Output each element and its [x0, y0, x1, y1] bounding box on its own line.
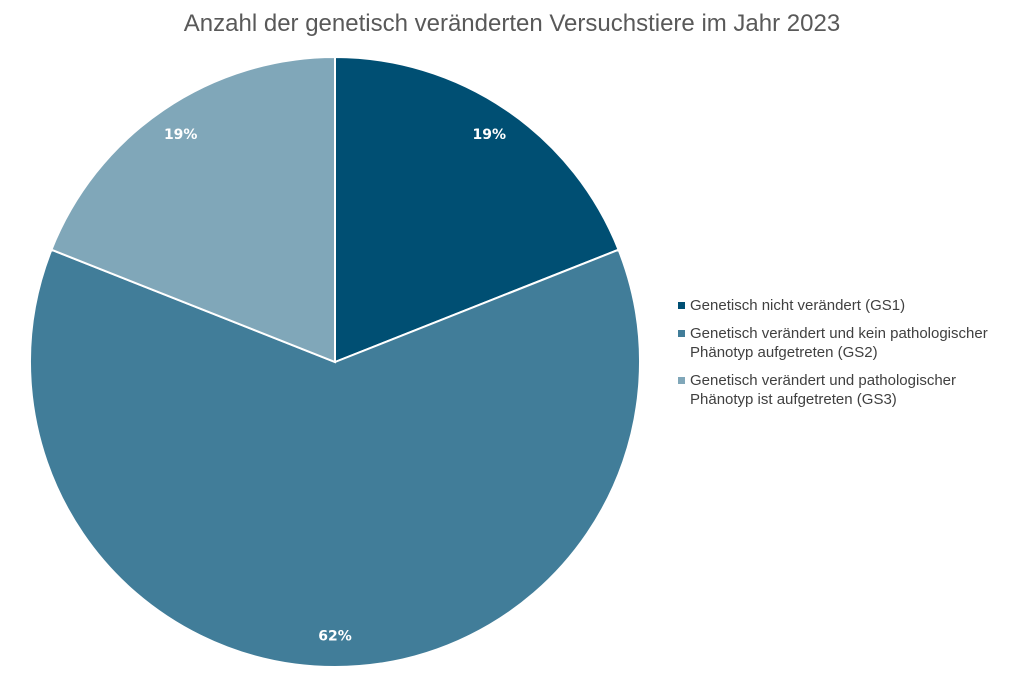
- pie-data-label-2: 62%: [318, 629, 352, 645]
- legend-swatch-2: [678, 330, 685, 337]
- legend-label-1: Genetisch nicht verändert (GS1): [690, 297, 906, 314]
- legend-label-3: Genetisch verändert und pathologischer P…: [690, 372, 957, 408]
- pie-slices: [29, 55, 641, 668]
- legend-item-2: Genetisch verändert und kein pathologisc…: [678, 324, 1018, 362]
- legend-item-1: Genetisch nicht verändert (GS1): [678, 296, 1018, 315]
- legend-item-3: Genetisch verändert und pathologischer P…: [678, 371, 1018, 409]
- chart-legend: Genetisch nicht verändert (GS1) Genetisch…: [678, 296, 1018, 418]
- legend-label-2: Genetisch verändert und kein pathologisc…: [690, 325, 988, 361]
- legend-swatch-1: [678, 302, 685, 309]
- chart-title: Anzahl der genetisch veränderten Versuch…: [183, 10, 841, 37]
- legend-swatch-3: [678, 377, 685, 384]
- pie-data-labels: 19% 62% 19%: [164, 127, 506, 645]
- pie-data-label-1: 19%: [473, 127, 507, 143]
- pie-slice-3: [50, 55, 336, 364]
- pie-slice-2: [29, 248, 641, 668]
- pie-slice-1: [334, 55, 620, 364]
- pie-data-label-3: 19%: [164, 127, 198, 143]
